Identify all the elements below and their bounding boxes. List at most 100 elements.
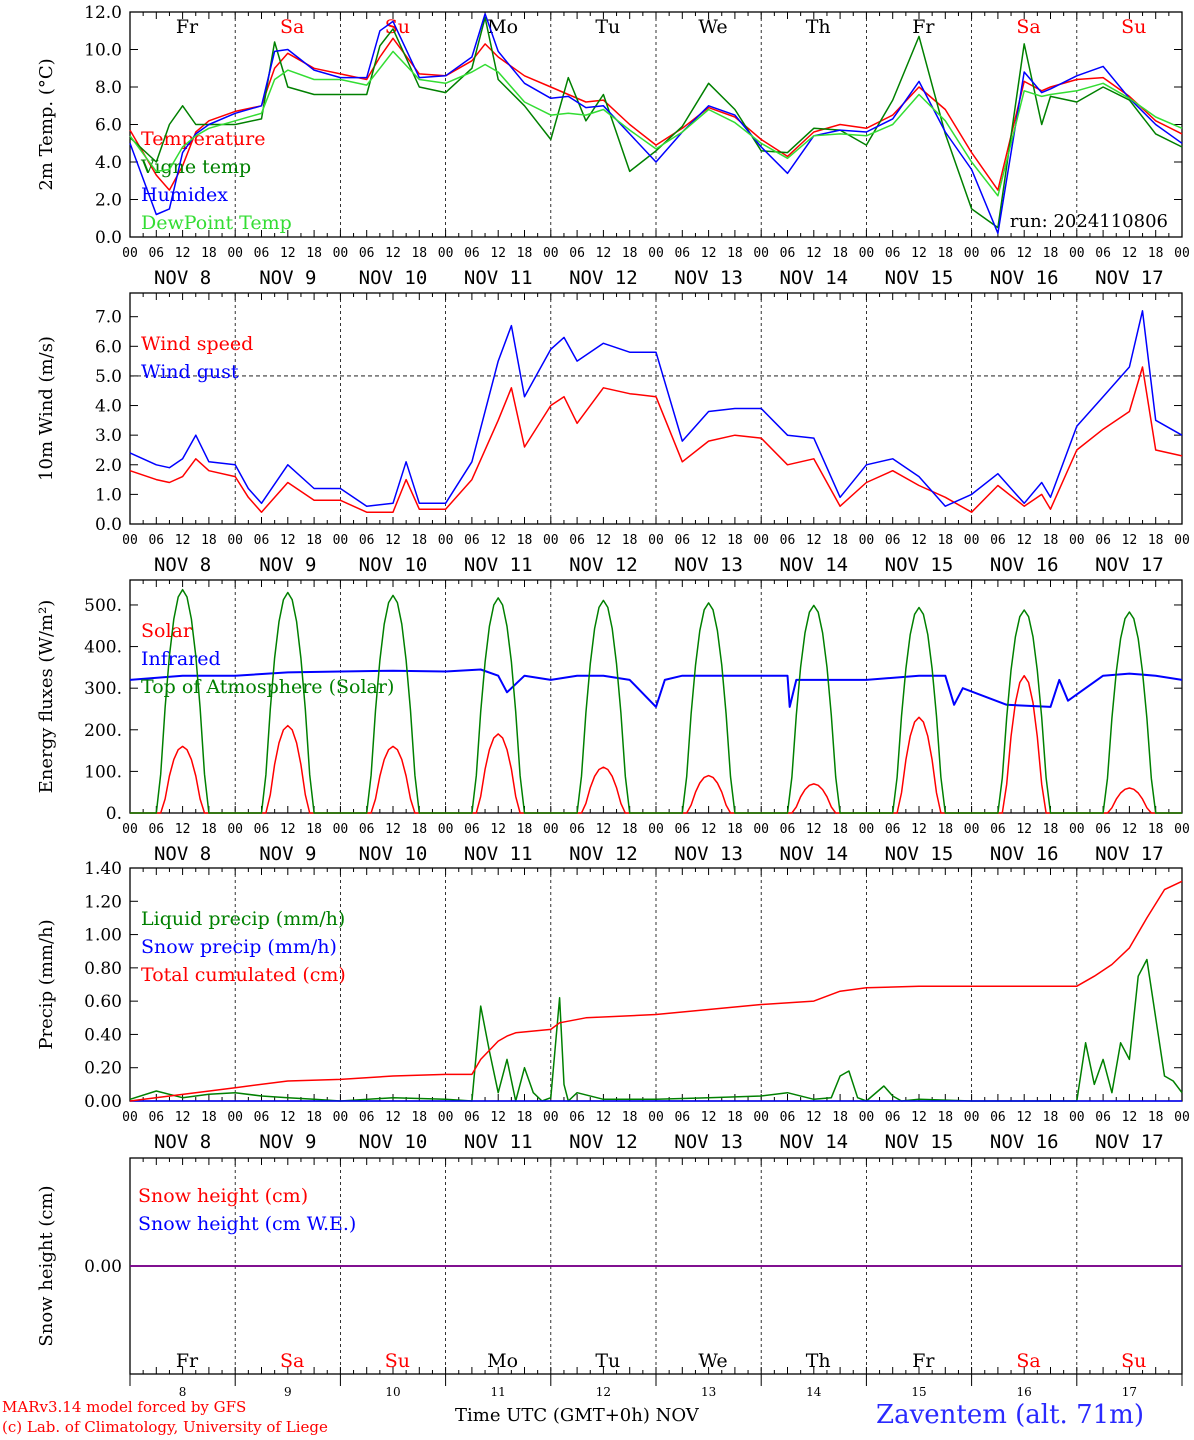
legend-entry: Snow height (cm W.E.) bbox=[138, 1213, 356, 1235]
y-axis-label: 2m Temp. (°C) bbox=[36, 58, 57, 190]
hour-label: 12 bbox=[701, 246, 717, 261]
y-tick-label: 3.0 bbox=[95, 426, 122, 446]
hour-label: 18 bbox=[832, 246, 848, 261]
hour-label: 18 bbox=[937, 246, 953, 261]
hour-label: 12 bbox=[175, 1110, 191, 1125]
date-label: NOV 16 bbox=[990, 554, 1059, 576]
hour-label: 12 bbox=[701, 533, 717, 548]
hour-label: 12 bbox=[385, 533, 401, 548]
hour-label: 00 bbox=[859, 246, 875, 261]
hour-label: 06 bbox=[569, 246, 585, 261]
hour-label: 12 bbox=[175, 246, 191, 261]
hour-label: 06 bbox=[990, 1110, 1006, 1125]
hour-label: 06 bbox=[254, 822, 270, 837]
hour-label: 18 bbox=[727, 822, 743, 837]
hour-label: 18 bbox=[306, 1110, 322, 1125]
y-axis-label: Energy fluxes (W/m²) bbox=[36, 600, 57, 794]
hour-label: 00 bbox=[438, 246, 454, 261]
weekday-label: Fr bbox=[912, 1350, 935, 1372]
date-label: NOV 11 bbox=[464, 1131, 533, 1153]
hour-label: 18 bbox=[517, 1110, 533, 1125]
date-label: NOV 15 bbox=[885, 554, 954, 576]
weekday-label: Fr bbox=[912, 16, 935, 38]
hour-label: 18 bbox=[306, 533, 322, 548]
hour-label: 00 bbox=[753, 246, 769, 261]
legend-entry: Humidex bbox=[141, 184, 228, 206]
legend-entry: DewPoint Temp bbox=[141, 212, 292, 234]
hour-label: 18 bbox=[411, 822, 427, 837]
hour-label: 12 bbox=[806, 246, 822, 261]
y-tick-label: 0.60 bbox=[84, 992, 122, 1012]
hour-label: 06 bbox=[674, 533, 690, 548]
hour-label: 18 bbox=[1148, 246, 1164, 261]
hour-label: 18 bbox=[832, 1110, 848, 1125]
weekday-label: Th bbox=[806, 16, 831, 38]
date-label: NOV 16 bbox=[990, 267, 1059, 289]
hour-label: 12 bbox=[596, 822, 612, 837]
hour-label: 06 bbox=[464, 246, 480, 261]
legend-entry: Wind speed bbox=[141, 333, 253, 355]
y-tick-label: 0.20 bbox=[84, 1059, 122, 1079]
hour-label: 18 bbox=[1148, 822, 1164, 837]
date-label: NOV 8 bbox=[154, 843, 211, 865]
hour-label: 12 bbox=[280, 1110, 296, 1125]
hour-label: 12 bbox=[596, 1110, 612, 1125]
y-tick-label: 100. bbox=[84, 762, 122, 782]
weekday-label: Fr bbox=[176, 16, 199, 38]
date-label: NOV 9 bbox=[259, 1131, 316, 1153]
hour-label: 06 bbox=[1095, 822, 1111, 837]
y-tick-label: 300. bbox=[84, 679, 122, 699]
series-line bbox=[129, 50, 1183, 197]
hour-label: 18 bbox=[622, 822, 638, 837]
weekday-label: Sa bbox=[280, 1350, 304, 1372]
y-axis-label: Snow height (cm) bbox=[36, 1185, 57, 1346]
hour-label: 12 bbox=[1016, 246, 1032, 261]
hour-label: 18 bbox=[1043, 1110, 1059, 1125]
date-label: NOV 16 bbox=[990, 1131, 1059, 1153]
hour-label: 00 bbox=[122, 533, 138, 548]
hour-label: 06 bbox=[885, 533, 901, 548]
series-line bbox=[129, 13, 1183, 235]
hour-label: 06 bbox=[254, 533, 270, 548]
legend-entry: Snow height (cm) bbox=[138, 1185, 308, 1207]
hour-label: 06 bbox=[464, 822, 480, 837]
y-tick-label: 12.0 bbox=[84, 3, 122, 23]
hour-label: 06 bbox=[569, 822, 585, 837]
legend-entry: Solar bbox=[141, 620, 193, 642]
y-tick-label: 0. bbox=[106, 804, 122, 824]
hour-label: 18 bbox=[622, 1110, 638, 1125]
hour-label: 00 bbox=[648, 822, 664, 837]
hour-label: 18 bbox=[622, 246, 638, 261]
hour-label: 06 bbox=[885, 246, 901, 261]
hour-label: 06 bbox=[359, 246, 375, 261]
legend-entry: Infrared bbox=[141, 648, 221, 670]
hour-label: 00 bbox=[859, 1110, 875, 1125]
hour-label: 18 bbox=[937, 822, 953, 837]
y-tick-label: 400. bbox=[84, 638, 122, 658]
date-label: NOV 13 bbox=[674, 554, 743, 576]
hour-label: 00 bbox=[333, 822, 349, 837]
hour-label: 18 bbox=[411, 533, 427, 548]
y-tick-label: 2.0 bbox=[95, 191, 122, 211]
weekday-label: Mo bbox=[487, 1350, 518, 1372]
weekday-label: Sa bbox=[1016, 16, 1040, 38]
hour-label: 00 bbox=[648, 246, 664, 261]
hour-label: 18 bbox=[517, 533, 533, 548]
hour-label: 18 bbox=[411, 1110, 427, 1125]
hour-label: 18 bbox=[306, 822, 322, 837]
date-label: NOV 12 bbox=[569, 843, 638, 865]
y-tick-label: 500. bbox=[84, 596, 122, 616]
date-label: NOV 17 bbox=[1095, 554, 1164, 576]
hour-label: 06 bbox=[148, 246, 164, 261]
y-tick-label: 0.80 bbox=[84, 959, 122, 979]
hour-label: 00 bbox=[438, 1110, 454, 1125]
hour-label: 00 bbox=[753, 1110, 769, 1125]
hour-label: 06 bbox=[359, 822, 375, 837]
hour-label: 12 bbox=[911, 533, 927, 548]
run-annotation: run: 2024110806 bbox=[1010, 211, 1168, 232]
weekday-label: Fr bbox=[176, 1350, 199, 1372]
hour-label: 00 bbox=[964, 1110, 980, 1125]
date-label: NOV 9 bbox=[259, 554, 316, 576]
hour-label: 12 bbox=[385, 246, 401, 261]
hour-label: 18 bbox=[832, 533, 848, 548]
